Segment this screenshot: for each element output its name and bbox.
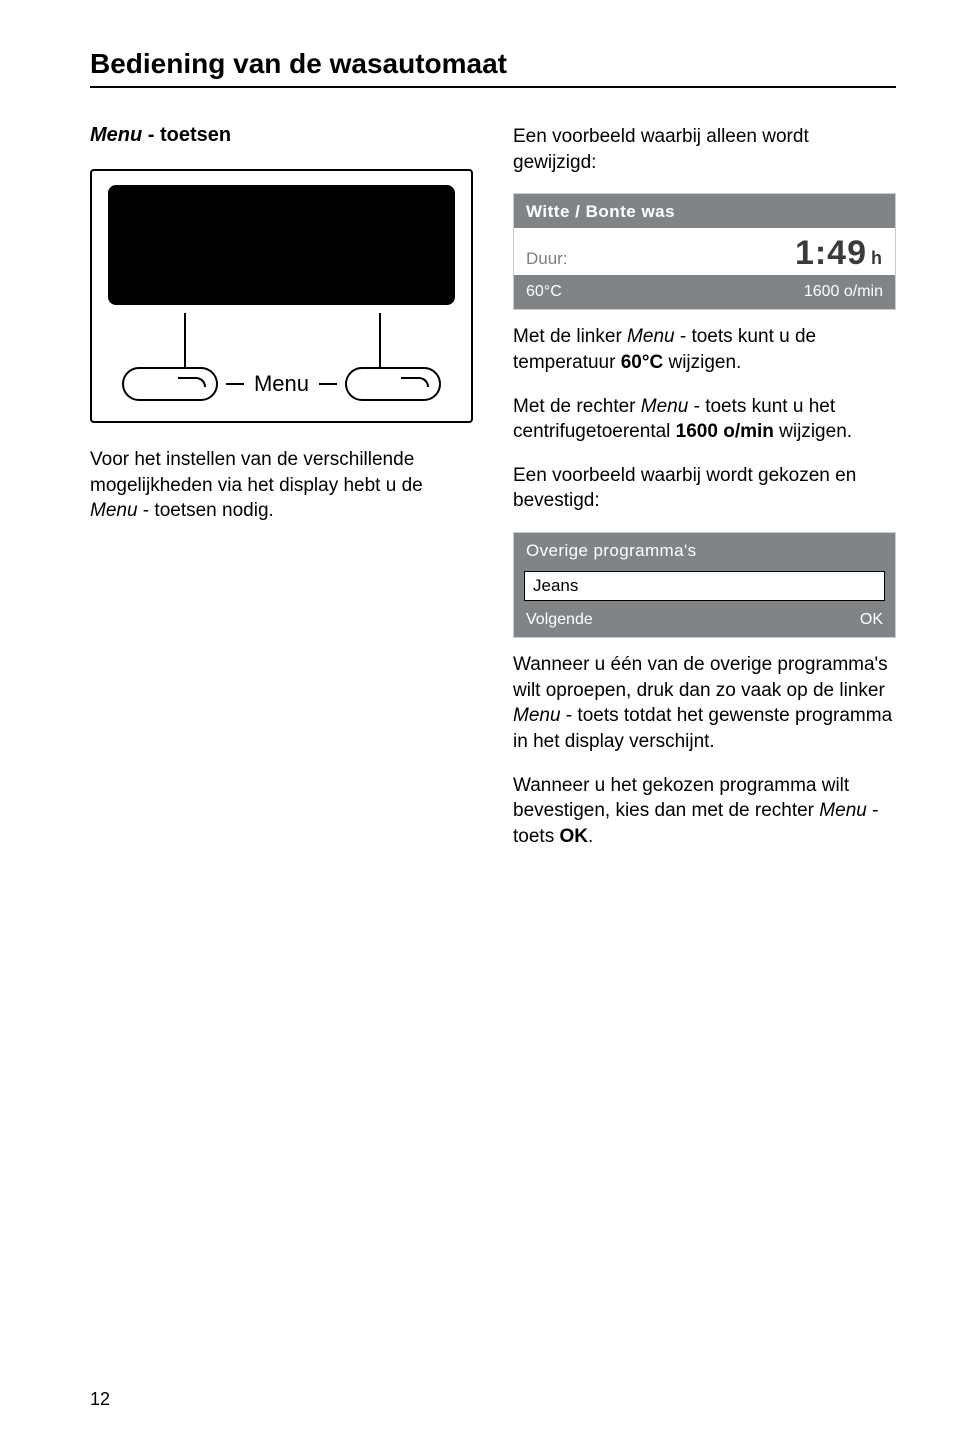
page-number: 12 <box>90 1389 110 1410</box>
diagram-connectors <box>108 313 455 367</box>
text: wijzigen. <box>663 352 741 373</box>
text-italic: Menu <box>641 396 689 417</box>
lcd2-right-label: OK <box>860 611 883 629</box>
text-italic: Menu <box>90 500 138 521</box>
connector-line-left <box>184 313 186 367</box>
menu-buttons-diagram: Menu <box>90 169 473 423</box>
right-paragraph-3: Met de rechter Menu - toets kunt u het c… <box>513 394 896 445</box>
text-italic: Menu <box>627 326 675 347</box>
text: . <box>588 826 593 847</box>
diagram-display-screen <box>108 185 455 305</box>
lcd2-left-label: Volgende <box>526 611 593 629</box>
lcd1-mid-row: Duur: 1:49h <box>514 228 895 275</box>
right-paragraph-2: Met de linker Menu - toets kunt u de tem… <box>513 324 896 375</box>
lcd2-bottom-row: Volgende OK <box>514 601 895 637</box>
text: - toets totdat het gewenste programma in… <box>513 705 892 752</box>
lcd1-time-unit: h <box>871 248 883 268</box>
text: Wanneer u één van de overige programma's… <box>513 654 888 701</box>
subhead-rest: - toetsen <box>142 124 231 146</box>
text: Wanneer u het gekozen programma wilt bev… <box>513 775 849 822</box>
lcd1-duration-label: Duur: <box>526 249 568 269</box>
subhead-italic: Menu <box>90 124 142 146</box>
lcd1-bottom-row: 60°C 1600 o/min <box>514 275 895 309</box>
lcd1-spin: 1600 o/min <box>804 283 883 301</box>
right-menu-button-icon <box>345 367 441 401</box>
left-paragraph-1: Voor het instellen van de verschillende … <box>90 447 473 524</box>
diagram-button-row: Menu <box>108 367 455 401</box>
left-column: Menu - toetsen Menu Voor het instellen v… <box>90 124 473 868</box>
text: Met de rechter <box>513 396 641 417</box>
right-paragraph-4: Een voorbeeld waarbij wordt gekozen en b… <box>513 463 896 514</box>
lcd-example-2: Overige programma's Jeans Volgende OK <box>513 532 896 638</box>
lcd1-temperature: 60°C <box>526 283 562 301</box>
lcd1-program-name: Witte / Bonte was <box>514 194 895 228</box>
lcd2-title: Overige programma's <box>514 533 895 571</box>
right-intro: Een voorbeeld waarbij alleen wordt gewij… <box>513 124 896 175</box>
lcd1-time: 1:49h <box>795 234 883 273</box>
lcd-example-1: Witte / Bonte was Duur: 1:49h 60°C 1600 … <box>513 193 896 310</box>
text-bold: 1600 o/min <box>676 421 774 442</box>
right-column: Een voorbeeld waarbij alleen wordt gewij… <box>513 124 896 868</box>
right-paragraph-6: Wanneer u het gekozen programma wilt bev… <box>513 773 896 850</box>
two-column-layout: Menu - toetsen Menu Voor het instellen v… <box>90 124 896 868</box>
left-menu-button-icon <box>122 367 218 401</box>
right-paragraph-5: Wanneer u één van de overige programma's… <box>513 652 896 755</box>
dash-icon <box>226 383 244 385</box>
text-italic: Menu <box>819 800 867 821</box>
diagram-menu-label: Menu <box>252 371 311 397</box>
text: Met de linker <box>513 326 627 347</box>
connector-line-right <box>379 313 381 367</box>
dash-icon <box>319 383 337 385</box>
text: wijzigen. <box>774 421 852 442</box>
lcd2-selected-program: Jeans <box>524 571 885 601</box>
text-bold: OK <box>559 826 588 847</box>
left-subheading: Menu - toetsen <box>90 124 473 147</box>
page-title: Bediening van de wasautomaat <box>90 48 896 88</box>
text: - toetsen nodig. <box>138 500 274 521</box>
lcd1-time-value: 1:49 <box>795 234 867 272</box>
text-italic: Menu <box>513 705 561 726</box>
text: Voor het instellen van de verschillende … <box>90 449 423 496</box>
text-bold: 60°C <box>621 352 663 373</box>
